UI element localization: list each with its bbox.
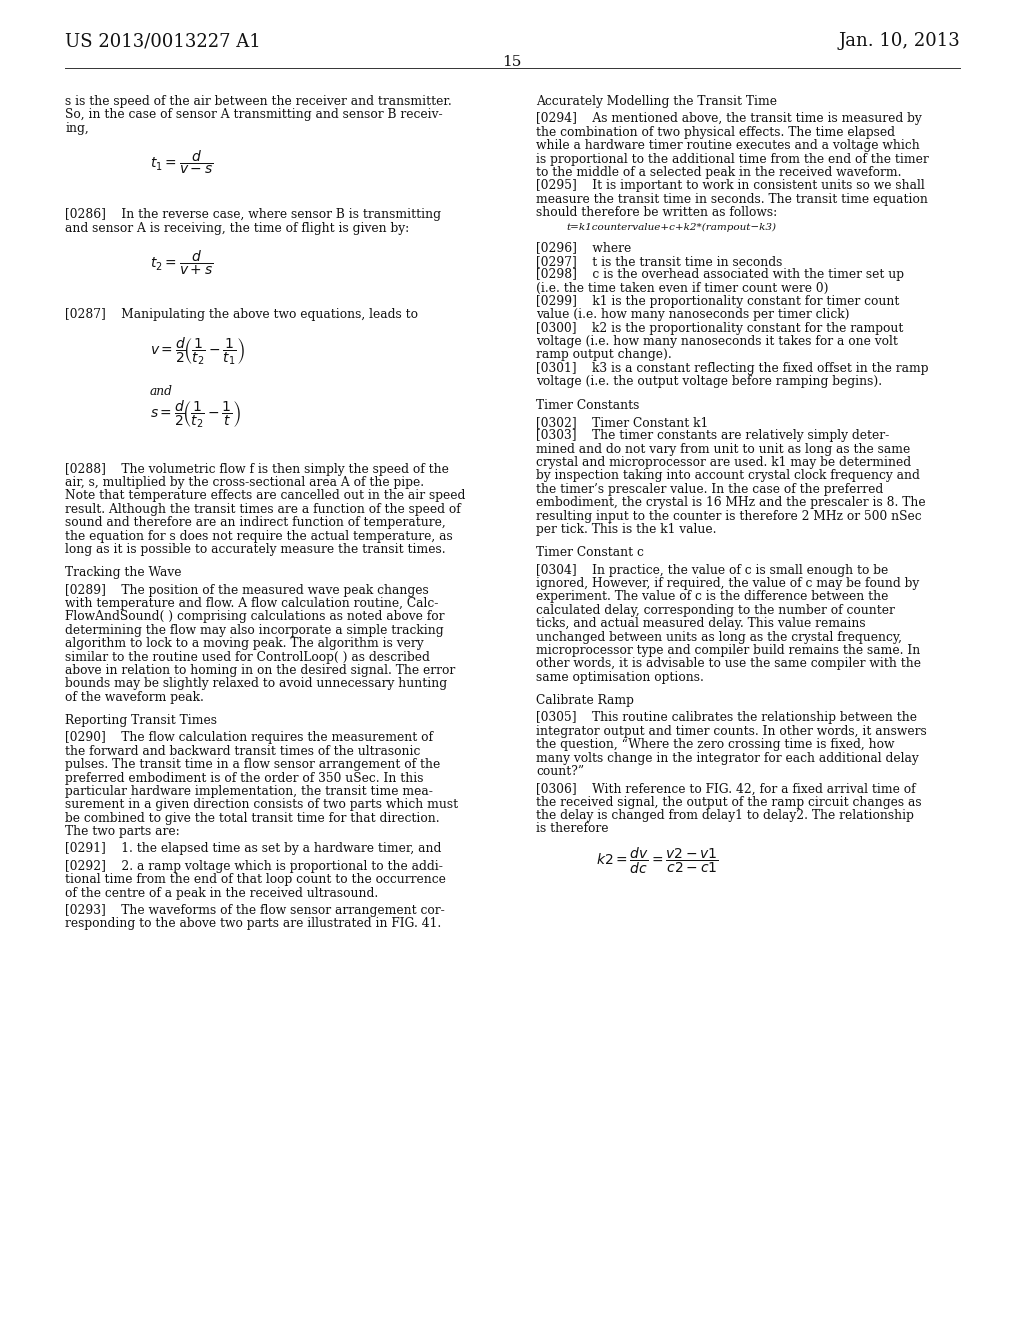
Text: [0300]    k2 is the proportionality constant for the rampout: [0300] k2 is the proportionality constan… bbox=[536, 322, 903, 335]
Text: [0305]    This routine calibrates the relationship between the: [0305] This routine calibrates the relat… bbox=[536, 711, 918, 725]
Text: sound and therefore are an indirect function of temperature,: sound and therefore are an indirect func… bbox=[65, 516, 445, 529]
Text: resulting input to the counter is therefore 2 MHz or 500 nSec: resulting input to the counter is theref… bbox=[536, 510, 922, 523]
Text: the timer’s prescaler value. In the case of the preferred: the timer’s prescaler value. In the case… bbox=[536, 483, 884, 496]
Text: same optimisation options.: same optimisation options. bbox=[536, 671, 703, 684]
Text: (i.e. the time taken even if timer count were 0): (i.e. the time taken even if timer count… bbox=[536, 281, 828, 294]
Text: Jan. 10, 2013: Jan. 10, 2013 bbox=[839, 32, 961, 50]
Text: 15: 15 bbox=[503, 55, 521, 69]
Text: [0299]    k1 is the proportionality constant for timer count: [0299] k1 is the proportionality constan… bbox=[536, 294, 899, 308]
Text: ramp output change).: ramp output change). bbox=[536, 348, 672, 362]
Text: calculated delay, corresponding to the number of counter: calculated delay, corresponding to the n… bbox=[536, 603, 895, 616]
Text: t=k1countervalue+c+k2*(rampout−k3): t=k1countervalue+c+k2*(rampout−k3) bbox=[566, 222, 776, 231]
Text: [0301]    k3 is a constant reflecting the fixed offset in the ramp: [0301] k3 is a constant reflecting the f… bbox=[536, 362, 929, 375]
Text: to the middle of a selected peak in the received waveform.: to the middle of a selected peak in the … bbox=[536, 166, 901, 180]
Text: $s = \dfrac{d}{2}\!\left(\dfrac{1}{t_2} - \dfrac{1}{t}\right)$: $s = \dfrac{d}{2}\!\left(\dfrac{1}{t_2} … bbox=[150, 399, 241, 430]
Text: the received signal, the output of the ramp circuit changes as: the received signal, the output of the r… bbox=[536, 796, 922, 809]
Text: other words, it is advisable to use the same compiler with the: other words, it is advisable to use the … bbox=[536, 657, 921, 671]
Text: embodiment, the crystal is 16 MHz and the prescaler is 8. The: embodiment, the crystal is 16 MHz and th… bbox=[536, 496, 926, 510]
Text: [0287]    Manipulating the above two equations, leads to: [0287] Manipulating the above two equati… bbox=[65, 308, 418, 321]
Text: particular hardware implementation, the transit time mea-: particular hardware implementation, the … bbox=[65, 785, 433, 797]
Text: FlowAndSound( ) comprising calculations as noted above for: FlowAndSound( ) comprising calculations … bbox=[65, 610, 444, 623]
Text: value (i.e. how many nanoseconds per timer click): value (i.e. how many nanoseconds per tim… bbox=[536, 309, 850, 321]
Text: s is the speed of the air between the receiver and transmitter.: s is the speed of the air between the re… bbox=[65, 95, 452, 108]
Text: [0302]    Timer Constant k1: [0302] Timer Constant k1 bbox=[536, 416, 709, 429]
Text: determining the flow may also incorporate a simple tracking: determining the flow may also incorporat… bbox=[65, 624, 443, 636]
Text: [0295]    It is important to work in consistent units so we shall: [0295] It is important to work in consis… bbox=[536, 180, 925, 193]
Text: integrator output and timer counts. In other words, it answers: integrator output and timer counts. In o… bbox=[536, 725, 927, 738]
Text: be combined to give the total transit time for that direction.: be combined to give the total transit ti… bbox=[65, 812, 439, 825]
Text: is therefore: is therefore bbox=[536, 822, 608, 836]
Text: preferred embodiment is of the order of 350 uSec. In this: preferred embodiment is of the order of … bbox=[65, 771, 424, 784]
Text: ignored, However, if required, the value of c may be found by: ignored, However, if required, the value… bbox=[536, 577, 920, 590]
Text: voltage (i.e. the output voltage before ramping begins).: voltage (i.e. the output voltage before … bbox=[536, 375, 882, 388]
Text: [0290]    The flow calculation requires the measurement of: [0290] The flow calculation requires the… bbox=[65, 731, 433, 744]
Text: the combination of two physical effects. The time elapsed: the combination of two physical effects.… bbox=[536, 125, 895, 139]
Text: [0294]    As mentioned above, the transit time is measured by: [0294] As mentioned above, the transit t… bbox=[536, 112, 922, 125]
Text: pulses. The transit time in a flow sensor arrangement of the: pulses. The transit time in a flow senso… bbox=[65, 758, 440, 771]
Text: and: and bbox=[150, 385, 173, 399]
Text: Reporting Transit Times: Reporting Transit Times bbox=[65, 714, 217, 727]
Text: of the waveform peak.: of the waveform peak. bbox=[65, 690, 204, 704]
Text: should therefore be written as follows:: should therefore be written as follows: bbox=[536, 206, 777, 219]
Text: [0286]    In the reverse case, where sensor B is transmitting: [0286] In the reverse case, where sensor… bbox=[65, 209, 441, 222]
Text: [0289]    The position of the measured wave peak changes: [0289] The position of the measured wave… bbox=[65, 583, 429, 597]
Text: the equation for s does not require the actual temperature, as: the equation for s does not require the … bbox=[65, 529, 453, 543]
Text: bounds may be slightly relaxed to avoid unnecessary hunting: bounds may be slightly relaxed to avoid … bbox=[65, 677, 447, 690]
Text: result. Although the transit times are a function of the speed of: result. Although the transit times are a… bbox=[65, 503, 461, 516]
Text: [0303]    The timer constants are relatively simply deter-: [0303] The timer constants are relativel… bbox=[536, 429, 889, 442]
Text: tional time from the end of that loop count to the occurrence: tional time from the end of that loop co… bbox=[65, 873, 445, 886]
Text: mined and do not vary from unit to unit as long as the same: mined and do not vary from unit to unit … bbox=[536, 442, 910, 455]
Text: [0296]    where: [0296] where bbox=[536, 242, 631, 255]
Text: count?”: count?” bbox=[536, 764, 584, 777]
Text: measure the transit time in seconds. The transit time equation: measure the transit time in seconds. The… bbox=[536, 193, 928, 206]
Text: the delay is changed from delay1 to delay2. The relationship: the delay is changed from delay1 to dela… bbox=[536, 809, 913, 822]
Text: [0304]    In practice, the value of c is small enough to be: [0304] In practice, the value of c is sm… bbox=[536, 564, 888, 577]
Text: Timer Constant c: Timer Constant c bbox=[536, 546, 644, 560]
Text: the question, “Where the zero crossing time is fixed, how: the question, “Where the zero crossing t… bbox=[536, 738, 895, 751]
Text: responding to the above two parts are illustrated in FIG. 41.: responding to the above two parts are il… bbox=[65, 917, 441, 931]
Text: [0288]    The volumetric flow f is then simply the speed of the: [0288] The volumetric flow f is then sim… bbox=[65, 462, 449, 475]
Text: So, in the case of sensor A transmitting and sensor B receiv-: So, in the case of sensor A transmitting… bbox=[65, 108, 442, 121]
Text: The two parts are:: The two parts are: bbox=[65, 825, 180, 838]
Text: ticks, and actual measured delay. This value remains: ticks, and actual measured delay. This v… bbox=[536, 618, 865, 630]
Text: experiment. The value of c is the difference between the: experiment. The value of c is the differ… bbox=[536, 590, 889, 603]
Text: Calibrate Ramp: Calibrate Ramp bbox=[536, 694, 634, 708]
Text: microprocessor type and compiler build remains the same. In: microprocessor type and compiler build r… bbox=[536, 644, 921, 657]
Text: while a hardware timer routine executes and a voltage which: while a hardware timer routine executes … bbox=[536, 139, 920, 152]
Text: Timer Constants: Timer Constants bbox=[536, 399, 639, 412]
Text: and sensor A is receiving, the time of flight is given by:: and sensor A is receiving, the time of f… bbox=[65, 222, 410, 235]
Text: $t_2 = \dfrac{d}{v+s}$: $t_2 = \dfrac{d}{v+s}$ bbox=[150, 249, 214, 277]
Text: [0297]    t is the transit time in seconds: [0297] t is the transit time in seconds bbox=[536, 255, 782, 268]
Text: per tick. This is the k1 value.: per tick. This is the k1 value. bbox=[536, 523, 717, 536]
Text: $t_1 = \dfrac{d}{v-s}$: $t_1 = \dfrac{d}{v-s}$ bbox=[150, 149, 214, 177]
Text: algorithm to lock to a moving peak. The algorithm is very: algorithm to lock to a moving peak. The … bbox=[65, 638, 424, 651]
Text: above in relation to homing in on the desired signal. The error: above in relation to homing in on the de… bbox=[65, 664, 456, 677]
Text: the forward and backward transit times of the ultrasonic: the forward and backward transit times o… bbox=[65, 744, 421, 758]
Text: US 2013/0013227 A1: US 2013/0013227 A1 bbox=[65, 32, 261, 50]
Text: [0306]    With reference to FIG. 42, for a fixed arrival time of: [0306] With reference to FIG. 42, for a … bbox=[536, 783, 915, 795]
Text: with temperature and flow. A flow calculation routine, Calc-: with temperature and flow. A flow calcul… bbox=[65, 597, 438, 610]
Text: ing,: ing, bbox=[65, 121, 89, 135]
Text: [0291]    1. the elapsed time as set by a hardware timer, and: [0291] 1. the elapsed time as set by a h… bbox=[65, 842, 441, 855]
Text: [0293]    The waveforms of the flow sensor arrangement cor-: [0293] The waveforms of the flow sensor … bbox=[65, 904, 444, 917]
Text: surement in a given direction consists of two parts which must: surement in a given direction consists o… bbox=[65, 799, 458, 812]
Text: Tracking the Wave: Tracking the Wave bbox=[65, 566, 181, 579]
Text: by inspection taking into account crystal clock frequency and: by inspection taking into account crysta… bbox=[536, 470, 920, 482]
Text: is proportional to the additional time from the end of the timer: is proportional to the additional time f… bbox=[536, 153, 929, 165]
Text: $v = \dfrac{d}{2}\!\left(\dfrac{1}{t_2} - \dfrac{1}{t_1}\right)$: $v = \dfrac{d}{2}\!\left(\dfrac{1}{t_2} … bbox=[150, 335, 245, 367]
Text: [0292]    2. a ramp voltage which is proportional to the addi-: [0292] 2. a ramp voltage which is propor… bbox=[65, 859, 442, 873]
Text: voltage (i.e. how many nanoseconds it takes for a one volt: voltage (i.e. how many nanoseconds it ta… bbox=[536, 335, 898, 348]
Text: similar to the routine used for ControlLoop( ) as described: similar to the routine used for ControlL… bbox=[65, 651, 430, 664]
Text: many volts change in the integrator for each additional delay: many volts change in the integrator for … bbox=[536, 751, 919, 764]
Text: crystal and microprocessor are used. k1 may be determined: crystal and microprocessor are used. k1 … bbox=[536, 455, 911, 469]
Text: long as it is possible to accurately measure the transit times.: long as it is possible to accurately mea… bbox=[65, 543, 445, 556]
Text: unchanged between units as long as the crystal frequency,: unchanged between units as long as the c… bbox=[536, 631, 902, 644]
Text: of the centre of a peak in the received ultrasound.: of the centre of a peak in the received … bbox=[65, 887, 378, 899]
Text: Note that temperature effects are cancelled out in the air speed: Note that temperature effects are cancel… bbox=[65, 490, 465, 503]
Text: [0298]    c is the overhead associated with the timer set up: [0298] c is the overhead associated with… bbox=[536, 268, 904, 281]
Text: $k2 = \dfrac{dv}{dc} = \dfrac{v2-v1}{c2-c1}$: $k2 = \dfrac{dv}{dc} = \dfrac{v2-v1}{c2-… bbox=[596, 846, 719, 876]
Text: air, s, multiplied by the cross-sectional area A of the pipe.: air, s, multiplied by the cross-sectiona… bbox=[65, 477, 424, 488]
Text: Accurately Modelling the Transit Time: Accurately Modelling the Transit Time bbox=[536, 95, 777, 108]
